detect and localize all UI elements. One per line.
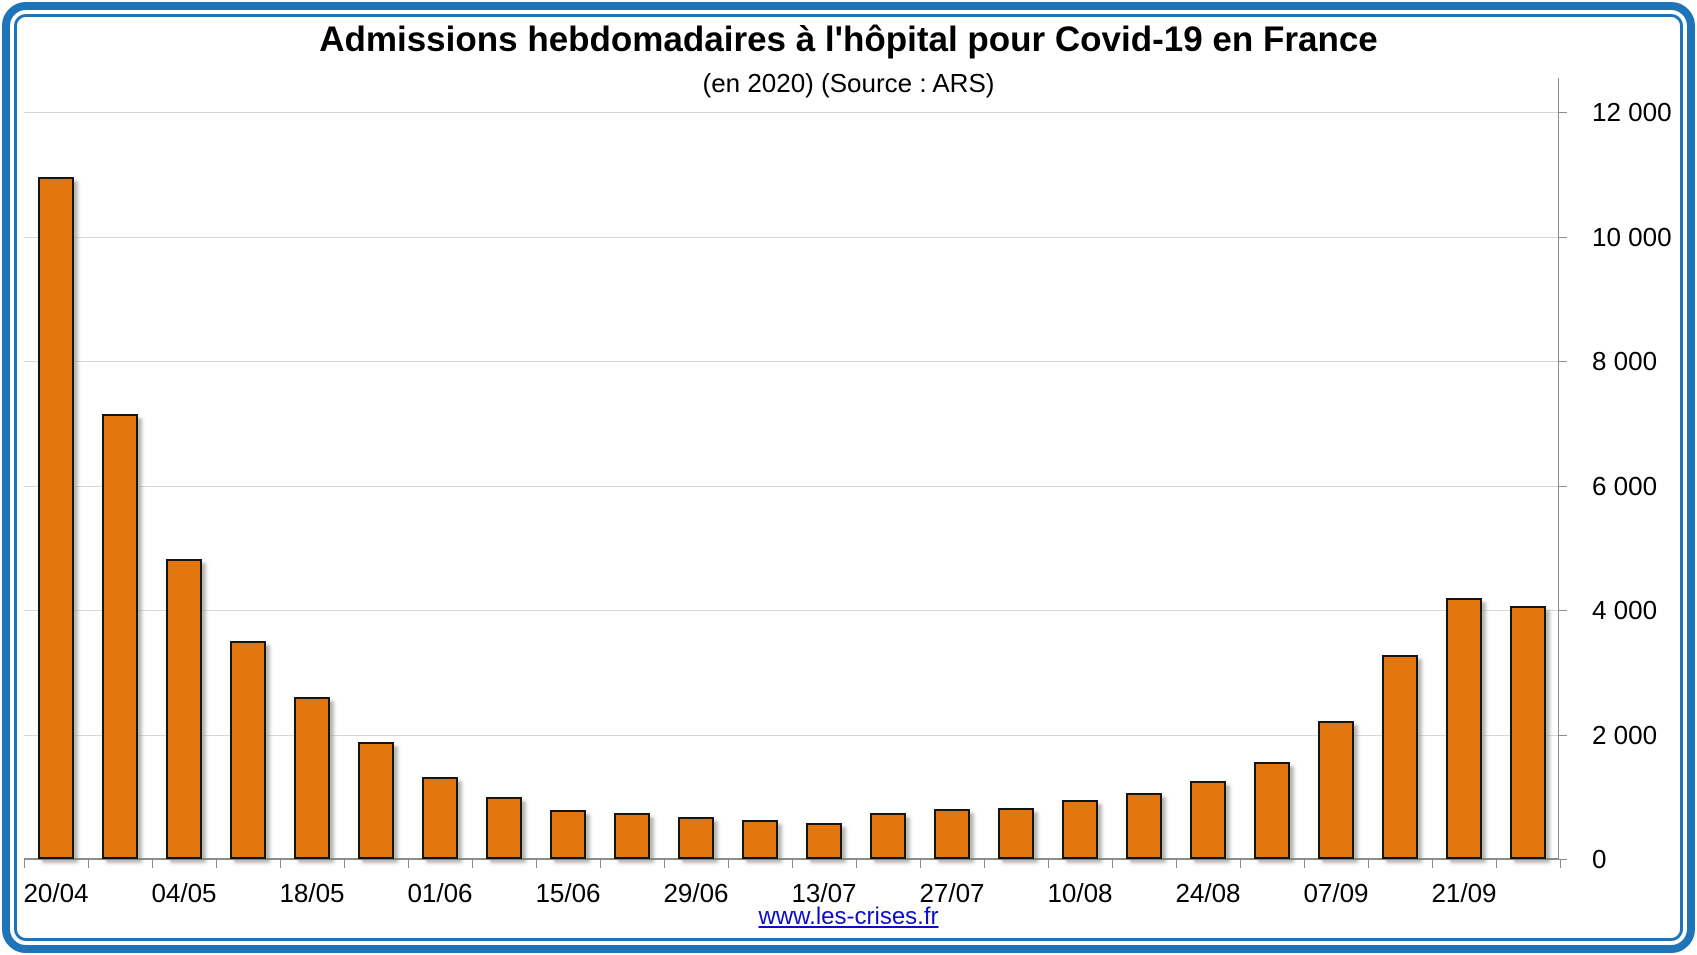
gridline xyxy=(24,112,1558,113)
x-axis-tick xyxy=(1048,860,1049,868)
bar xyxy=(1382,655,1418,859)
y-axis-tick xyxy=(1558,112,1567,113)
x-axis-tick xyxy=(472,860,473,868)
x-axis-tick xyxy=(1560,860,1561,868)
x-axis-tick xyxy=(664,860,665,868)
gridline xyxy=(24,610,1558,611)
y-axis-label: 12 000 xyxy=(1592,97,1672,127)
gridline xyxy=(24,237,1558,238)
bar xyxy=(38,177,74,859)
x-axis-tick xyxy=(1368,860,1369,868)
x-axis-tick xyxy=(1176,860,1177,868)
x-axis-tick xyxy=(1240,860,1241,868)
x-axis-tick xyxy=(216,860,217,868)
bar xyxy=(294,697,330,859)
x-axis-tick xyxy=(856,860,857,868)
x-axis-label: 18/05 xyxy=(279,878,345,908)
bar xyxy=(230,641,266,859)
bar xyxy=(934,809,970,859)
gridline xyxy=(24,735,1558,736)
x-axis-label: 24/08 xyxy=(1175,878,1241,908)
x-axis-tick xyxy=(536,860,537,868)
x-axis-tick xyxy=(152,860,153,868)
y-axis-label: 0 xyxy=(1592,844,1607,874)
x-axis-label: 01/06 xyxy=(407,878,473,908)
x-axis-label: 20/04 xyxy=(23,878,89,908)
bar xyxy=(1254,762,1290,859)
chart-subtitle: (en 2020) (Source : ARS) xyxy=(702,68,995,98)
x-axis-tick xyxy=(1496,860,1497,868)
x-axis-label: 04/05 xyxy=(151,878,217,908)
bar xyxy=(1510,606,1546,859)
x-axis-label: 07/09 xyxy=(1303,878,1369,908)
bar xyxy=(614,813,650,859)
x-axis-tick xyxy=(408,860,409,868)
bar xyxy=(870,813,906,859)
x-axis-tick xyxy=(1112,860,1113,868)
bar xyxy=(422,777,458,859)
source-link[interactable]: www.les-crises.fr xyxy=(758,903,939,930)
footer: www.les-crises.fr xyxy=(0,903,1697,931)
bar xyxy=(1446,598,1482,859)
x-axis-label: 29/06 xyxy=(663,878,729,908)
y-axis-tick xyxy=(1558,237,1567,238)
x-axis-label: 21/09 xyxy=(1431,878,1497,908)
bar xyxy=(806,823,842,859)
y-axis-tick xyxy=(1558,361,1567,362)
bar xyxy=(1190,781,1226,859)
bar xyxy=(1318,721,1354,859)
x-axis-label: 10/08 xyxy=(1047,878,1113,908)
y-axis-tick xyxy=(1558,486,1567,487)
x-axis-label: 15/06 xyxy=(535,878,601,908)
x-axis-label: 27/07 xyxy=(919,878,985,908)
x-axis-tick xyxy=(984,860,985,868)
bar xyxy=(550,810,586,859)
x-axis-tick xyxy=(1304,860,1305,868)
gridline xyxy=(24,361,1558,362)
x-axis-tick xyxy=(920,860,921,868)
chart-title: Admissions hebdomadaires à l'hôpital pou… xyxy=(319,20,1378,59)
y-axis-line xyxy=(1558,78,1559,860)
bar xyxy=(102,414,138,859)
bar xyxy=(166,559,202,859)
y-axis-label: 8 000 xyxy=(1592,346,1658,376)
x-axis-label: 13/07 xyxy=(791,878,857,908)
bar xyxy=(742,820,778,859)
y-axis-label: 2 000 xyxy=(1592,720,1658,750)
x-axis-tick xyxy=(728,860,729,868)
x-axis-tick xyxy=(600,860,601,868)
bar xyxy=(486,797,522,859)
y-axis-tick xyxy=(1558,859,1567,860)
bar xyxy=(358,742,394,859)
x-axis-tick xyxy=(88,860,89,868)
y-axis-label: 4 000 xyxy=(1592,595,1658,625)
bar xyxy=(1126,793,1162,859)
y-axis-tick xyxy=(1558,610,1567,611)
bar xyxy=(1062,800,1098,859)
y-axis-tick xyxy=(1558,735,1567,736)
y-axis-label: 10 000 xyxy=(1592,222,1672,252)
x-axis-tick xyxy=(24,860,25,868)
x-axis-tick xyxy=(280,860,281,868)
x-axis-tick xyxy=(344,860,345,868)
gridline xyxy=(24,486,1558,487)
bar xyxy=(678,817,714,859)
x-axis-tick xyxy=(1432,860,1433,868)
bar xyxy=(998,808,1034,859)
x-axis-line xyxy=(24,858,1559,860)
x-axis-tick xyxy=(792,860,793,868)
y-axis-label: 6 000 xyxy=(1592,471,1658,501)
